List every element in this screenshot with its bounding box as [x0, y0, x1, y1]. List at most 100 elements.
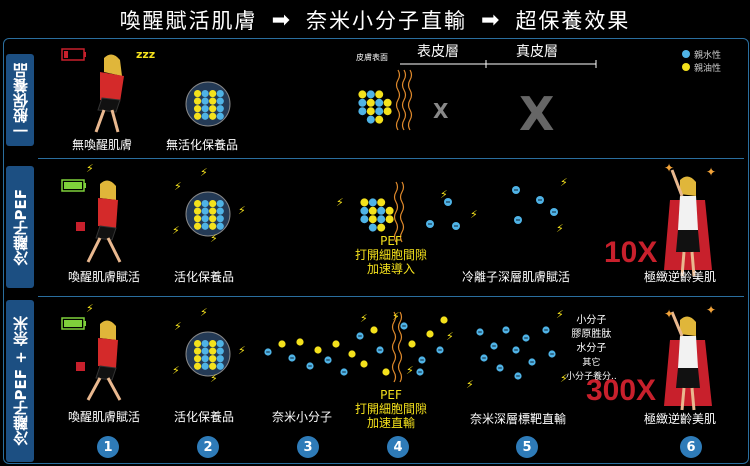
lipophilic-molecule [383, 107, 392, 116]
header-step-2: 奈米小分子直輸 [306, 9, 467, 33]
energized-woman-figure [76, 180, 122, 263]
lipophilic-molecule [209, 215, 217, 223]
label-activate-product: 活化保養品 [174, 270, 235, 284]
hydrophilic-molecule [368, 198, 377, 207]
hydrophilic-molecule [368, 223, 377, 232]
hydrophilic-molecule [201, 97, 209, 105]
row-label-pef: 冷離子PEF [6, 166, 34, 288]
row-label-pef-nano: 冷離子PEF + 奈米 [6, 300, 34, 462]
lipophilic-molecule [209, 207, 217, 215]
hydrophilic-molecule [375, 98, 384, 107]
legend-hydrophilic-dot [682, 50, 690, 58]
sparkle-icon: ✦ [706, 303, 716, 317]
lipophilic-molecule [426, 330, 434, 338]
lipophilic-molecule [193, 97, 202, 105]
lightning-icon: ⚡ [172, 224, 180, 237]
lipophilic-molecule [366, 107, 375, 116]
header-step-3: 超保養效果 [515, 9, 631, 33]
skin-wave-lines-1 [395, 69, 413, 131]
hydrophilic-molecule [216, 199, 224, 208]
lipophilic-molecule [209, 89, 217, 98]
hero-woman-figure-row3 [664, 311, 712, 411]
lightning-icon: ⚡ [556, 222, 564, 235]
lightning-icon: ⚡ [560, 176, 568, 189]
hydrophilic-molecule [216, 89, 224, 98]
hydrophilic-molecule [377, 206, 386, 215]
lightning-icon: ⚡ [470, 208, 478, 221]
lipophilic-molecule [193, 105, 202, 113]
lipophilic-molecule [209, 112, 217, 120]
lipophilic-molecule [440, 316, 448, 324]
hydrophilic-molecule [201, 222, 209, 230]
lightning-icon: ⚡ [174, 320, 182, 333]
energized-woman-figure [76, 320, 122, 401]
legend-lipophilic-label: 親油性 [694, 62, 721, 74]
lightning-icon: ⚡ [238, 204, 246, 217]
hydrophilic-molecule [216, 362, 224, 370]
legend-lipophilic-dot [682, 63, 690, 71]
lipophilic-molecule [209, 339, 217, 348]
hydrophilic-molecule [216, 97, 224, 105]
hydrophilic-molecule [216, 207, 224, 215]
hydrophilic-molecule [375, 107, 384, 116]
step-badge: 2 [197, 436, 219, 458]
lipophilic-molecule [193, 199, 202, 208]
lipophilic-molecule [377, 198, 386, 207]
lightning-icon: ⚡ [336, 196, 344, 209]
penetrating-molecule-cluster [360, 198, 394, 232]
row-label-general: 一般保養品 [6, 54, 34, 146]
label-deep-revitalize: 冷離子深層肌膚賦活 [462, 270, 571, 284]
lightning-icon: ⚡ [406, 364, 414, 377]
tired-woman-figure [94, 54, 124, 133]
legend-hydrophilic-label: 親水性 [694, 49, 721, 61]
step-badge: 1 [97, 436, 119, 458]
label-activate-product: 活化保養品 [174, 410, 235, 424]
lipophilic-molecule [193, 112, 202, 120]
label-anti-aging: 極緻逆齡美肌 [644, 270, 717, 284]
header-flow: 喚醒賦活肌膚 ➡ 奈米小分子直輸 ➡ 超保養效果 [0, 0, 750, 40]
label-awaken-skin: 喚醒肌膚賦活 [68, 410, 141, 424]
lipophilic-molecule [209, 97, 217, 105]
lightning-bolts: ⚡ ⚡ ⚡ ⚡ ⚡ ⚡ ⚡ ⚡ ⚡ ⚡ ⚡ ⚡ ⚡ ⚡ ⚡ ⚡ ⚡ ⚡ ⚡ ⚡ ⚡ ⚡ ⚡ ⚡ [86, 162, 568, 391]
lipophilic-molecule [209, 222, 217, 230]
label-no-awaken: 無喚醒肌膚 [72, 138, 133, 152]
lipophilic-molecule [209, 362, 217, 370]
lightning-icon: ⚡ [86, 162, 94, 175]
lipophilic-molecule [209, 355, 217, 363]
sparkle-icon: ✦ [664, 161, 674, 175]
battery-full-icon [61, 317, 86, 330]
step-badge: 4 [387, 436, 409, 458]
hydrophilic-molecule [201, 362, 209, 370]
lipophilic-molecule [332, 340, 340, 348]
lipophilic-molecule [377, 223, 386, 232]
lipophilic-molecule [296, 338, 304, 346]
lipophilic-molecule [193, 362, 202, 370]
lipophilic-molecule [370, 326, 378, 334]
lipophilic-molecule [193, 222, 202, 230]
lipophilic-molecule [314, 346, 322, 354]
hydrophilic-molecule [201, 199, 209, 208]
skin-wave-lines-2 [393, 181, 405, 243]
hydrophilic-molecule [216, 222, 224, 230]
lightning-icon: ⚡ [200, 166, 208, 179]
inactive-product-sphere [185, 81, 231, 127]
battery-full-icon [61, 179, 86, 192]
arrow-right-icon: ➡ [481, 7, 502, 33]
activated-product-sphere [185, 331, 231, 377]
hydrophilic-molecule [358, 98, 367, 107]
skin-wave-lines-3 [391, 311, 403, 383]
label-anti-aging: 極緻逆齡美肌 [644, 412, 717, 426]
lipophilic-molecule [375, 115, 384, 124]
blocked-molecule-cluster [358, 90, 392, 124]
blocked-x-small-icon: X [433, 99, 449, 123]
lightning-icon: ⚡ [238, 344, 246, 357]
pef-caption-row2: PEF 打開細胞間隙 加速導入 [354, 234, 427, 276]
hydrophilic-molecule [366, 115, 375, 124]
hydrophilic-molecule [216, 105, 224, 113]
lightning-icon: ⚡ [440, 188, 448, 201]
hydrophilic-molecule [358, 107, 367, 116]
lipophilic-molecule [358, 90, 367, 99]
lipophilic-molecule [193, 215, 202, 223]
lightning-icon: ⚡ [556, 308, 564, 321]
dermis-label: 真皮層 [516, 44, 558, 60]
